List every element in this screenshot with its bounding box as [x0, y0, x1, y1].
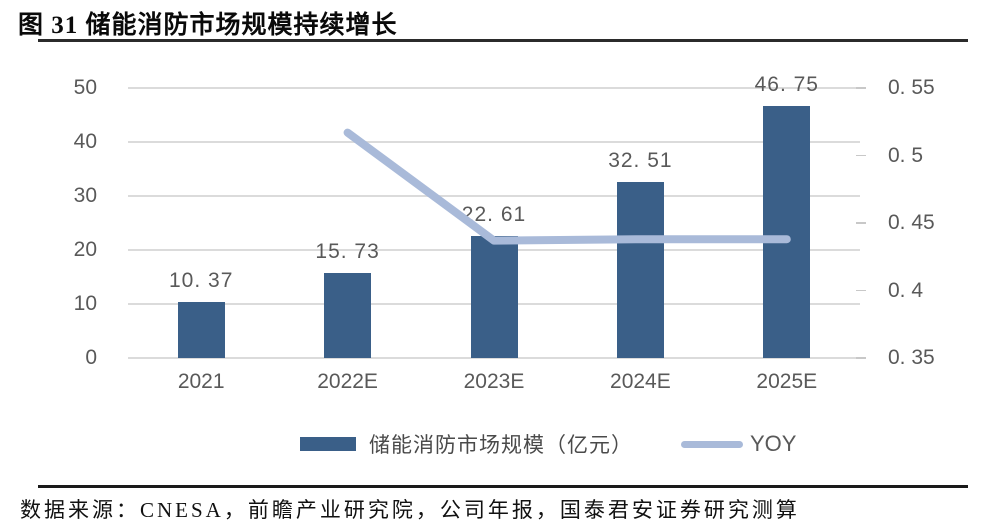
x-axis-label: 2024E	[610, 370, 671, 393]
y-axis-right-tick-mark	[856, 289, 866, 291]
bar	[616, 182, 664, 358]
legend-line-label: YOY	[750, 431, 797, 456]
x-axis-label: 2025E	[756, 370, 818, 393]
bar-value-label: 22. 61	[461, 202, 527, 226]
x-axis-label: 2021	[177, 370, 225, 393]
y-axis-right-tick: 0. 4	[888, 278, 924, 302]
bar	[470, 235, 518, 358]
legend-bar-label: 储能消防市场规模（亿元）	[369, 433, 633, 457]
y-axis-left-tick: 20	[73, 238, 97, 261]
legend-line-swatch	[681, 440, 743, 448]
bar-value-label: 46. 75	[754, 72, 819, 96]
x-axis-label: 2022E	[317, 370, 378, 393]
title-rule	[38, 39, 968, 42]
y-axis-left-tick: 50	[73, 76, 97, 99]
gridline	[128, 87, 860, 89]
bar	[324, 273, 372, 358]
source-text: 数据来源：CNESA，前瞻产业研究院，公司年报，国泰君安证券研究测算	[20, 498, 800, 522]
y-axis-left-tick: 40	[73, 130, 97, 153]
bar-value-label: 32. 51	[608, 149, 673, 173]
legend-bar-swatch	[300, 437, 356, 451]
gridline	[128, 357, 860, 359]
gridline	[128, 141, 860, 143]
y-axis-right-tick-mark	[856, 154, 866, 156]
y-axis-right-tick: 0. 55	[888, 76, 935, 99]
y-axis-right-tick-mark	[856, 87, 866, 89]
y-axis-right-tick: 0. 5	[888, 143, 924, 167]
y-axis-left-tick: 0	[85, 346, 97, 369]
y-axis-right-tick-mark	[856, 357, 866, 359]
bar	[763, 105, 811, 358]
source-rule	[38, 485, 968, 488]
x-axis-label: 2023E	[463, 370, 525, 393]
y-axis-left-tick: 30	[73, 184, 97, 207]
figure-title: 图 31 储能消防市场规模持续增长	[18, 12, 398, 39]
y-axis-right-tick-mark	[856, 222, 866, 224]
y-axis-right-tick: 0. 45	[888, 211, 935, 234]
bar	[177, 302, 225, 358]
gridline	[128, 195, 860, 197]
bar-value-label: 10. 37	[168, 269, 234, 292]
yoy-line-path	[343, 128, 791, 245]
y-axis-left-tick: 10	[73, 292, 97, 315]
y-axis-right-tick: 0. 35	[888, 346, 935, 369]
legend: 储能消防市场规模（亿元） YOY	[300, 429, 796, 459]
bar-value-label: 15. 73	[315, 240, 380, 264]
